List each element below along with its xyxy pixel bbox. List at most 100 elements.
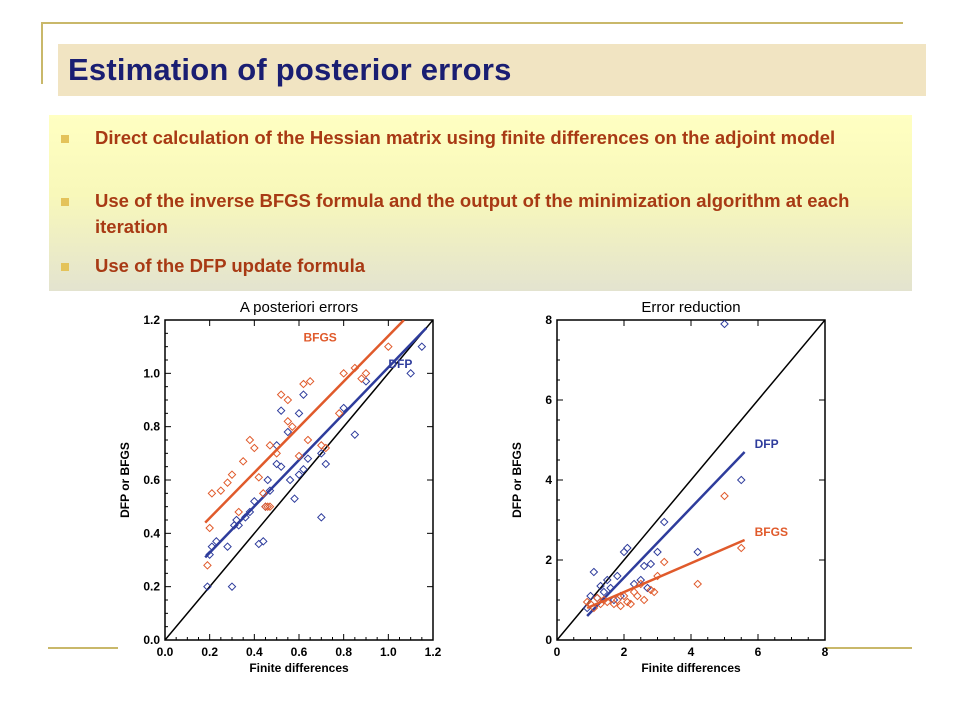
bullet-text: Use of the inverse BFGS formula and the …	[95, 190, 850, 237]
bfgs-data-point	[612, 595, 622, 605]
dfp-data-point	[619, 547, 629, 557]
bfgs-data-point	[321, 443, 331, 453]
dfp-data-point	[317, 449, 326, 458]
dfp-fit-line	[204, 327, 428, 559]
y-axis-label: DFP or BFGS	[118, 442, 132, 518]
bfgs-data-point	[234, 507, 244, 517]
y-tick-label: 0.2	[143, 580, 160, 594]
bfgs-legend-label: BFGS	[303, 330, 336, 344]
y-tick-label: 0.6	[143, 473, 160, 487]
y-tick-label: 0.8	[143, 420, 160, 434]
bfgs-data-point	[287, 422, 297, 431]
bfgs-data-point	[283, 417, 293, 426]
bfgs-data-point	[238, 457, 248, 466]
dfp-data-point	[659, 517, 669, 527]
dfp-data-point	[350, 430, 360, 439]
dfp-data-point	[339, 403, 348, 413]
identity-line	[557, 320, 825, 640]
dfp-data-point	[290, 494, 299, 503]
dfp-data-point	[596, 581, 605, 591]
dfp-data-point	[612, 571, 622, 581]
bullet-list: Direct calculation of the Hessian matrix…	[49, 115, 912, 291]
dfp-legend-label: DFP	[755, 437, 779, 451]
y-tick-label: 0.0	[143, 633, 160, 647]
bfgs-data-point	[639, 595, 649, 605]
y-tick-label: 1.2	[143, 313, 160, 327]
dfp-data-point	[406, 369, 415, 378]
bfgs-data-point	[633, 591, 642, 601]
bfgs-data-point	[339, 369, 348, 378]
dfp-data-point	[294, 470, 304, 479]
bfgs-data-point	[357, 374, 366, 383]
dfp-data-point	[599, 587, 609, 597]
dfp-data-point	[720, 320, 729, 329]
dfp-data-point	[272, 459, 281, 469]
identity-line	[165, 320, 433, 640]
dfp-fit-line	[586, 451, 746, 617]
dfp-data-point	[263, 475, 273, 485]
dfp-data-point	[602, 575, 612, 585]
bfgs-data-point	[626, 599, 636, 609]
dfp-data-point	[261, 502, 270, 511]
slide-title: Estimation of posterior errors	[68, 52, 512, 87]
y-tick-label: 8	[545, 313, 552, 327]
dfp-data-point	[639, 561, 649, 571]
bfgs-data-point	[659, 557, 669, 567]
bullet-text: Use of the DFP update formula	[95, 255, 365, 276]
x-tick-label: 0	[554, 645, 561, 659]
bfgs-data-point	[299, 379, 308, 389]
plot-area	[165, 320, 433, 640]
bfgs-data-point	[227, 470, 237, 479]
bfgs-data-point	[276, 390, 286, 399]
x-tick-label: 1.0	[380, 645, 397, 659]
x-tick-label: 2	[621, 645, 628, 659]
dfp-data-point	[241, 513, 250, 522]
dfp-data-point	[361, 377, 371, 386]
x-tick-label: 0.2	[201, 645, 218, 659]
bfgs-data-point	[720, 491, 729, 501]
bfgs-data-point	[361, 369, 371, 378]
chart-title: A posteriori errors	[240, 299, 358, 316]
y-tick-label: 6	[545, 393, 552, 407]
bfgs-data-point	[254, 473, 264, 482]
x-tick-label: 0.4	[246, 645, 263, 659]
bfgs-data-point	[261, 502, 270, 511]
y-axis-label: DFP or BFGS	[510, 442, 524, 518]
posterior-errors-chart: A posteriori errors 0.0 0.2 0.4 0.6 0.8 1.0 1.2…	[118, 299, 442, 675]
bullet-item: Use of the inverse BFGS formula and the …	[61, 188, 891, 240]
bullet-square-icon	[61, 135, 69, 143]
bfgs-data-point	[384, 342, 393, 351]
dfp-data-point	[265, 486, 275, 495]
dfp-data-point	[653, 547, 662, 557]
dfp-data-point	[276, 462, 286, 471]
bfgs-data-point	[283, 395, 293, 405]
dfp-data-point	[276, 406, 286, 415]
x-tick-label: 8	[822, 645, 829, 659]
x-tick-label: 1.2	[425, 645, 442, 659]
bfgs-data-point	[303, 435, 313, 445]
bullet-square-icon	[61, 263, 69, 271]
bfgs-legend-label: BFGS	[755, 525, 788, 539]
plot-area	[557, 320, 825, 640]
dfp-data-point	[258, 537, 268, 546]
bullet-square-icon	[61, 198, 69, 206]
dfp-data-point	[283, 427, 293, 437]
dfp-data-point	[317, 513, 326, 522]
x-axis-label: Finite differences	[249, 661, 349, 675]
bfgs-data-point	[265, 502, 275, 511]
bfgs-fit-line	[586, 538, 746, 610]
bfgs-data-point	[653, 571, 662, 581]
bfgs-data-point	[619, 591, 629, 601]
bfgs-data-point	[693, 579, 703, 589]
dfp-data-point	[693, 547, 703, 557]
y-tick-label: 0	[545, 633, 552, 647]
dfp-data-point	[299, 465, 308, 474]
x-tick-label: 0.6	[291, 645, 308, 659]
bfgs-data-point	[205, 523, 214, 533]
bfgs-fit-line	[204, 320, 405, 524]
bfgs-data-point	[629, 587, 639, 597]
x-axis-label: Finite differences	[641, 661, 741, 675]
error-reduction-chart: Error reduction 0 2 4 6 8 0 2 4 6 8 Finite differen…	[510, 299, 829, 675]
bfgs-data-point	[305, 377, 315, 386]
top-left-vertical-rule	[41, 22, 43, 84]
